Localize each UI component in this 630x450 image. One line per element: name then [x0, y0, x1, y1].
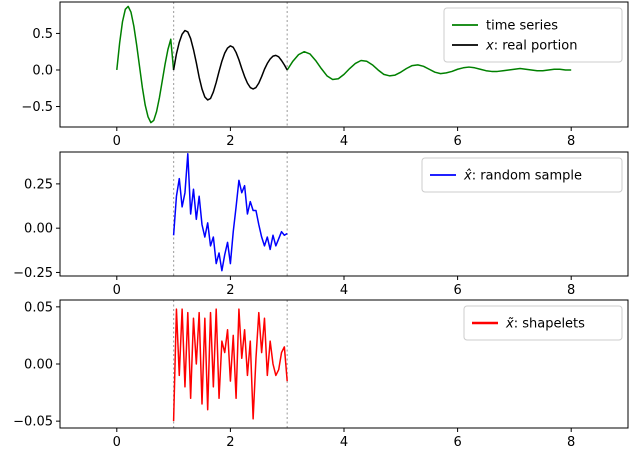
series-line-time-series-1	[286, 50, 572, 81]
y-tick-label-1: 0.00	[24, 222, 53, 237]
series-line-time-series-0	[116, 5, 175, 124]
series-line-x-shapelets-0	[172, 308, 288, 422]
x-tick-label-4: 8	[567, 283, 575, 298]
legend-label-text: : shapelets	[514, 317, 585, 332]
legend-box	[421, 157, 623, 193]
series-line-x-random-sample-0	[172, 153, 288, 272]
y-tick-label-2: 0.05	[24, 300, 53, 315]
x-tick-label-2: 4	[340, 283, 348, 298]
y-tick-label-0: −0.05	[13, 415, 53, 430]
x-tick-label-0: 0	[113, 435, 121, 450]
legend-label-text: : real portion	[494, 39, 578, 54]
x-tick-label-2: 4	[340, 435, 348, 450]
legend: x̂: random sample	[421, 157, 623, 193]
legend-label-text: : random sample	[472, 169, 582, 184]
legend: x̃: shapelets	[463, 305, 623, 341]
top-chart: 0 2 4 6 8 −0.5 0.0 0.5 time series x: real portio…	[21, 1, 629, 149]
legend-label-x-random-sample: x̂: random sample	[463, 169, 582, 184]
x-tick-label-0: 0	[113, 134, 121, 149]
middle-chart: 0 2 4 6 8 −0.25 0.00 0.25 x̂: random sample	[13, 151, 629, 298]
x-tick-label-4: 8	[567, 134, 575, 149]
x-tick-label-3: 6	[453, 435, 461, 450]
y-tick-label-2: 0.25	[24, 177, 53, 192]
y-tick-label-0: −0.25	[13, 266, 53, 281]
bottom-chart: 0 2 4 6 8 −0.05 0.00 0.05 x̃: shapelets	[13, 299, 629, 450]
y-tick-label-1: 0.0	[32, 63, 53, 78]
x-tick-label-0: 0	[113, 283, 121, 298]
x-tick-label-1: 2	[226, 435, 234, 450]
legend-label-math: x̃	[505, 317, 514, 332]
legend-label-x-shapelets: x̃: shapelets	[505, 317, 585, 332]
x-tick-label-2: 4	[340, 134, 348, 149]
x-tick-label-1: 2	[226, 283, 234, 298]
legend-label-time-series: time series	[486, 19, 558, 34]
x-tick-label-4: 8	[567, 435, 575, 450]
legend-label-math: x	[485, 39, 494, 54]
legend: time series x: real portion	[443, 7, 623, 63]
y-tick-label-1: 0.00	[24, 358, 53, 373]
legend-box	[463, 305, 623, 341]
y-tick-label-0: −0.5	[21, 100, 53, 115]
legend-label-math: x̂	[463, 169, 472, 184]
y-tick-label-2: 0.5	[32, 27, 53, 42]
legend-label-x-real-portion: x: real portion	[485, 39, 577, 54]
x-tick-label-1: 2	[226, 134, 234, 149]
x-tick-label-3: 6	[453, 134, 461, 149]
series-line-x-real-portion-0	[172, 29, 288, 101]
legend-box	[443, 7, 623, 63]
x-tick-label-3: 6	[453, 283, 461, 298]
